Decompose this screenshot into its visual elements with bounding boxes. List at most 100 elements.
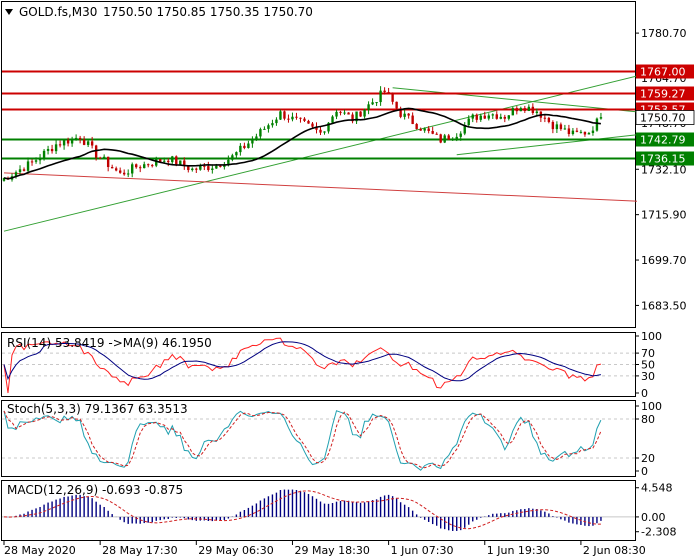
candle-body <box>26 161 30 171</box>
candle-body <box>94 145 98 158</box>
candle-body <box>283 111 286 119</box>
candle-body <box>339 111 342 113</box>
candle-body <box>235 152 238 156</box>
time-axis-label: 29 May 18:30 <box>294 544 369 557</box>
time-axis-label: 1 Jun 07:30 <box>391 544 454 557</box>
price-y-tick-label: 1732.10 <box>641 163 687 176</box>
candle-body <box>211 168 214 171</box>
candle-body <box>547 117 551 122</box>
candle-body <box>443 135 446 143</box>
rsi-y-tick-label: 0 <box>641 387 648 400</box>
price-y-tick-label: 1683.50 <box>641 299 687 312</box>
macd-y-tick-label: -2.308 <box>641 526 676 539</box>
candle-body <box>475 114 478 120</box>
candle-body <box>239 145 242 153</box>
rsi-line <box>3 337 602 394</box>
candle-body <box>563 128 567 130</box>
candle-body <box>14 172 18 177</box>
candle-body <box>247 143 250 148</box>
stoch-y-tick-label: 80 <box>641 413 655 426</box>
price-y-tick-label: 1715.90 <box>641 209 687 222</box>
rsi-y-tick-label: 100 <box>641 330 662 343</box>
candle-body <box>371 102 374 105</box>
candle-body <box>423 128 426 131</box>
trendline-channel-2 <box>456 134 638 156</box>
candle-body <box>491 114 494 116</box>
candle-body <box>323 131 326 133</box>
candle-body <box>191 168 194 171</box>
candle-body <box>383 90 386 93</box>
symbol-title: GOLD.fs,M30 <box>19 5 97 19</box>
candle-body <box>351 114 354 122</box>
macd-signal-line <box>3 490 601 530</box>
candle-body <box>251 139 254 144</box>
candle-body <box>411 115 414 125</box>
candle-body <box>419 128 422 131</box>
candle-body <box>46 148 50 151</box>
candle-body <box>203 165 206 167</box>
candle-body <box>126 173 130 175</box>
candle-body <box>467 118 470 126</box>
support-level-tag <box>636 132 694 147</box>
candle-body <box>223 165 226 167</box>
candle-body <box>114 168 118 171</box>
candle-body <box>263 128 266 130</box>
candle-body <box>58 144 62 146</box>
candle-body <box>359 111 362 117</box>
candle-body <box>415 124 418 129</box>
candle-body <box>511 108 515 116</box>
candle-body <box>531 106 535 114</box>
candle-body <box>439 134 442 143</box>
candle-body <box>303 118 306 121</box>
rsi-ma-line <box>3 341 601 382</box>
candle-body <box>207 166 210 171</box>
candle-body <box>507 115 511 119</box>
candle-body <box>387 92 390 94</box>
moving-average <box>3 107 601 180</box>
candle-body <box>54 144 58 152</box>
support-level-tag <box>636 151 694 166</box>
candle-body <box>110 167 114 169</box>
candle-body <box>455 136 458 140</box>
candle-body <box>555 124 559 130</box>
candle-body <box>575 130 579 132</box>
stoch-label: Stoch(5,3,3) 79.1367 63.3513 <box>7 402 188 416</box>
candle-body <box>479 115 482 120</box>
rsi-y-tick-label: 50 <box>641 359 655 372</box>
rsi-label: RSI(14) 53.8419 ->MA(9) 46.1950 <box>7 336 212 350</box>
stoch-y-tick-label: 100 <box>641 400 662 413</box>
candle-body <box>395 101 398 109</box>
candle-body <box>267 125 270 129</box>
time-axis-label: 29 May 06:30 <box>198 544 273 557</box>
candle-body <box>167 160 170 163</box>
dropdown-triangle-icon[interactable] <box>5 9 13 15</box>
candle-body <box>399 108 402 117</box>
candle-body <box>523 108 527 111</box>
time-axis-label: 2 Jun 08:30 <box>583 544 646 557</box>
candle-body <box>50 148 54 152</box>
candle-body <box>78 137 82 140</box>
candle-body <box>42 150 46 159</box>
candle-body <box>347 112 350 115</box>
trendline-red_trend-3 <box>3 172 638 202</box>
candle-body <box>519 108 523 112</box>
time-axis-label: 28 May 17:30 <box>102 544 177 557</box>
candle-body <box>106 156 110 168</box>
price-y-tick-label: 1699.70 <box>641 254 687 267</box>
candle-body <box>163 160 166 162</box>
stoch-y-tick-label: 20 <box>641 452 655 465</box>
horizontal-levels <box>2 70 635 160</box>
rsi-y-tick-label: 30 <box>641 370 655 383</box>
candle-body <box>171 156 174 163</box>
candle-body <box>407 113 410 116</box>
candle-body <box>295 116 298 118</box>
candle-body <box>151 165 154 167</box>
candle-body <box>219 165 222 167</box>
candle-body <box>66 140 70 144</box>
candle-body <box>243 145 246 148</box>
candle-body <box>379 90 382 103</box>
candle-body <box>122 172 126 175</box>
price-y-tick-label: 1780.70 <box>641 27 687 40</box>
candle-body <box>159 159 162 162</box>
